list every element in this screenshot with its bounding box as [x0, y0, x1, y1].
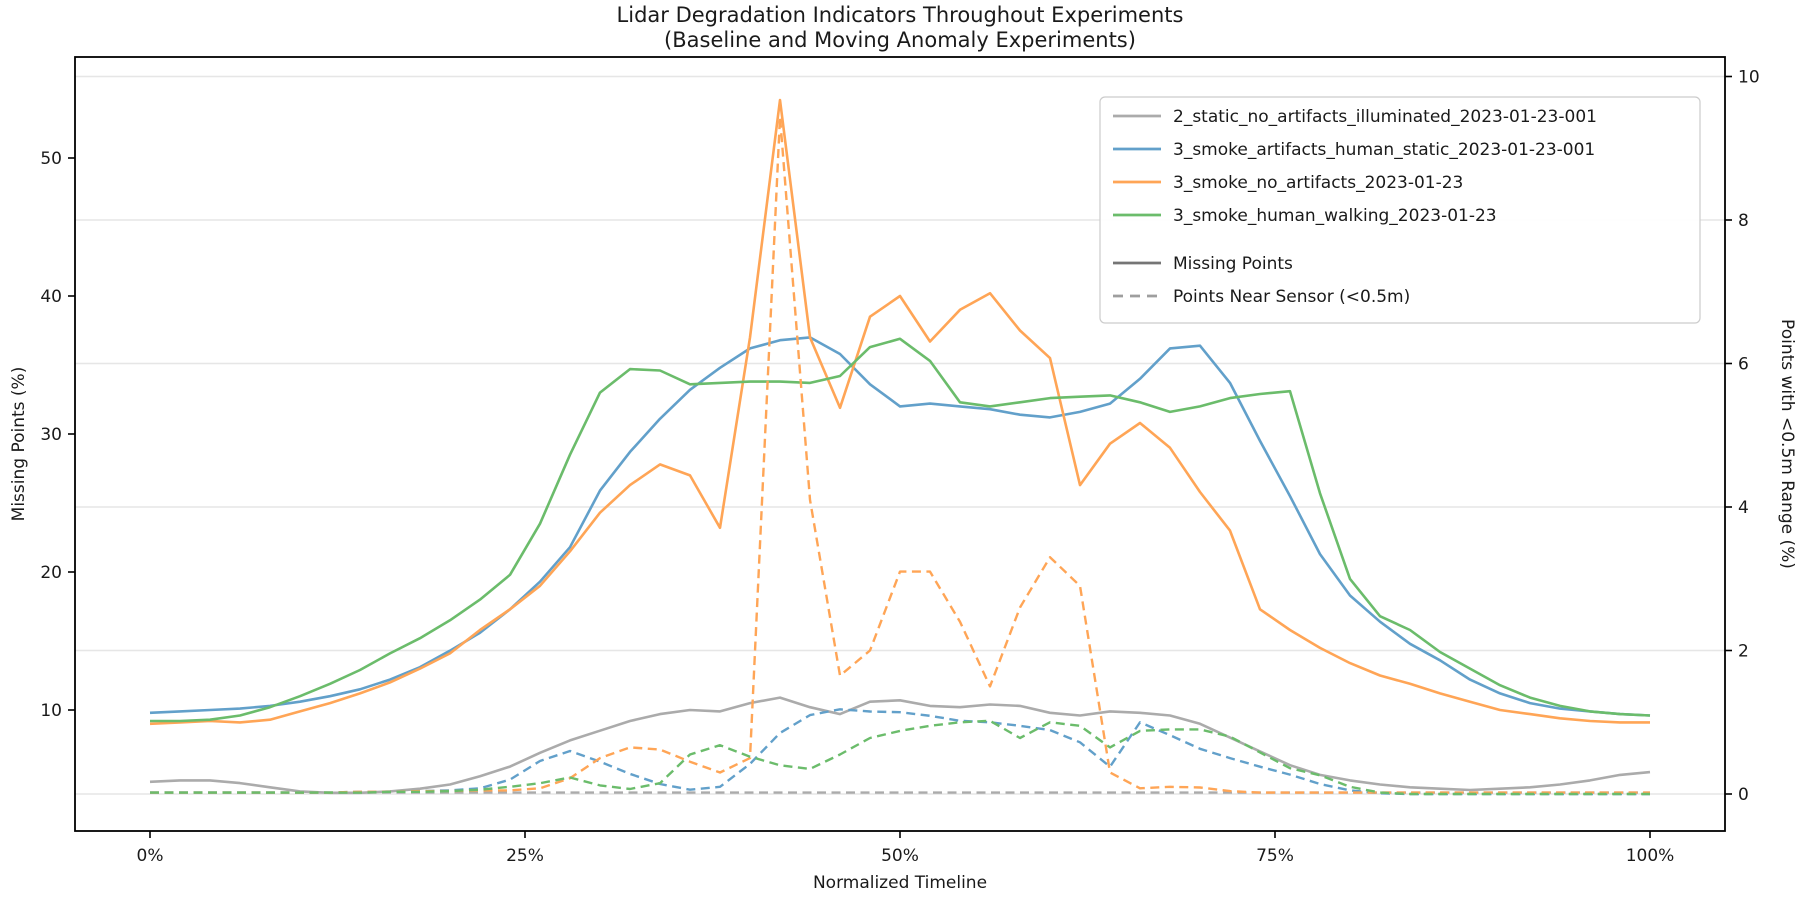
legend-item-label: 3_smoke_no_artifacts_2023-01-23	[1173, 173, 1463, 193]
legend: 2_static_no_artifacts_illuminated_2023-0…	[1099, 96, 1701, 324]
left-y-tick-label: 30	[40, 425, 62, 445]
legend-box	[1099, 96, 1701, 324]
right-y-tick-label: 8	[1738, 211, 1749, 231]
left-y-tick-label: 10	[40, 701, 62, 721]
series-lines	[149, 98, 1651, 796]
chart-subtitle: (Baseline and Moving Anomaly Experiments…	[664, 28, 1136, 52]
left-y-axis-label: Missing Points (%)	[9, 367, 29, 522]
line-missing-points-3_smoke_no_artifacts_2023-01-23	[149, 98, 1650, 726]
x-tick-label: 0%	[137, 846, 164, 866]
left-y-tick-label: 50	[40, 149, 62, 169]
x-tick-label: 100%	[1626, 846, 1675, 866]
legend-style-label: Points Near Sensor (<0.5m)	[1173, 287, 1410, 307]
x-tick-label: 50%	[881, 846, 919, 866]
left-y-tick-label: 20	[40, 563, 62, 583]
right-y-tick-label: 0	[1738, 785, 1749, 805]
right-y-tick-label: 2	[1738, 642, 1749, 662]
chart-title: Lidar Degradation Indicators Throughout …	[617, 3, 1184, 27]
line-near-sensor-3_smoke_artifacts_human_static_2023-01-23-001	[150, 708, 1650, 796]
right-y-axis-label: Points with <0.5m Range (%)	[1777, 319, 1797, 569]
line-near-sensor-3_smoke_human_walking_2023-01-23	[150, 719, 1650, 796]
legend-item-label: 3_smoke_human_walking_2023-01-23	[1173, 206, 1497, 226]
right-y-tick-label: 4	[1738, 498, 1749, 518]
legend-style-label: Missing Points	[1173, 254, 1293, 274]
x-tick-label: 75%	[1256, 846, 1294, 866]
gridlines	[75, 75, 1725, 795]
line-missing-points-3_smoke_artifacts_human_static_2023-01-23-001	[149, 336, 1651, 717]
legend-item-label: 2_static_no_artifacts_illuminated_2023-0…	[1173, 107, 1597, 127]
line-missing-points-3_smoke_human_walking_2023-01-23	[150, 337, 1651, 723]
x-tick-label: 25%	[506, 846, 544, 866]
legend-item-label: 3_smoke_artifacts_human_static_2023-01-2…	[1173, 140, 1595, 160]
right-y-tick-label: 6	[1738, 355, 1749, 375]
left-y-tick-label: 40	[40, 287, 62, 307]
right-y-tick-label: 10	[1738, 68, 1760, 88]
x-axis-label: Normalized Timeline	[813, 873, 987, 893]
axis-ticks: 0% 25% 50% 75% 100% 10 20 30 40 50 0 2 4 6 8 10	[40, 68, 1759, 867]
